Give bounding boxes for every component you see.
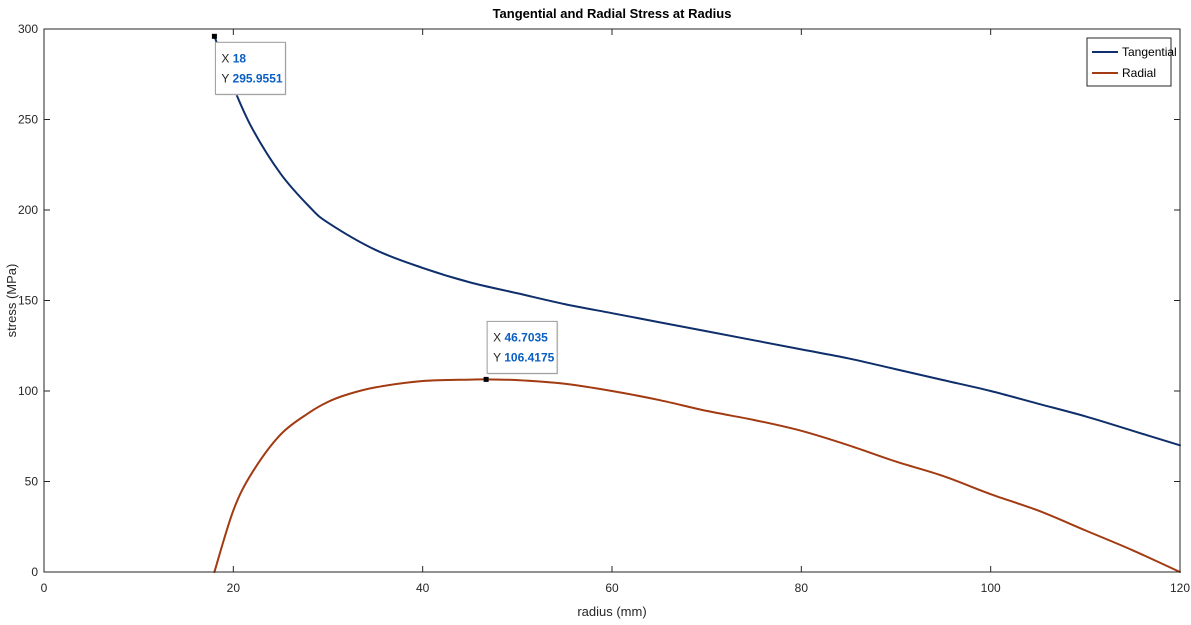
datatip-y-value: 295.9551 — [233, 71, 283, 85]
datatip-box[interactable] — [214, 41, 286, 95]
y-tick-label: 100 — [18, 384, 38, 398]
datatip-y-row: Y 295.9551 — [221, 71, 283, 85]
datatip-marker[interactable] — [211, 33, 217, 39]
y-tick-label: 200 — [18, 203, 38, 217]
datatip-x-value: 46.7035 — [504, 330, 548, 344]
datatip-y-label: Y — [221, 71, 232, 85]
datatip-x-row: X 18 — [221, 51, 246, 65]
x-tick-label: 120 — [1170, 581, 1190, 595]
datatip-x-label: X — [493, 330, 504, 344]
datatip-y-label: Y — [493, 350, 504, 364]
legend-label-tangential: Tangential — [1122, 45, 1177, 59]
x-tick-label: 60 — [605, 581, 619, 595]
y-tick-label: 300 — [18, 22, 38, 36]
x-tick-label: 40 — [416, 581, 430, 595]
y-tick-label: 0 — [31, 565, 38, 579]
datatip-x-row: X 46.7035 — [493, 330, 548, 344]
datatip-x-label: X — [221, 51, 232, 65]
y-axis-label: stress (MPa) — [4, 264, 19, 338]
y-tick-label: 250 — [18, 113, 38, 127]
datatip-x-value: 18 — [233, 51, 247, 65]
legend: Tangential Radial — [1086, 37, 1177, 87]
datatip-y-row: Y 106.4175 — [493, 350, 555, 364]
series-line-tangential — [213, 35, 1181, 447]
x-tick-label: 0 — [41, 581, 48, 595]
series-layer — [213, 35, 1181, 573]
y-tick-label: 150 — [18, 294, 38, 308]
legend-box — [1086, 37, 1172, 87]
x-tick-label: 100 — [981, 581, 1001, 595]
legend-label-radial: Radial — [1122, 66, 1156, 80]
x-tick-label: 20 — [227, 581, 241, 595]
datatip-marker[interactable] — [483, 376, 489, 382]
datatip-box[interactable] — [486, 320, 558, 374]
y-tick-label: 50 — [25, 475, 39, 489]
chart-title: Tangential and Radial Stress at Radius — [493, 6, 732, 21]
x-axis-label: radius (mm) — [577, 604, 646, 619]
datatip-y-value: 106.4175 — [504, 350, 554, 364]
plot-area — [44, 29, 1180, 572]
series-line-radial — [213, 378, 1181, 573]
x-tick-label: 80 — [795, 581, 809, 595]
ticks-layer: 0 20 40 60 80 100 120 0 50 100 150 200 250 300 — [18, 22, 1190, 595]
